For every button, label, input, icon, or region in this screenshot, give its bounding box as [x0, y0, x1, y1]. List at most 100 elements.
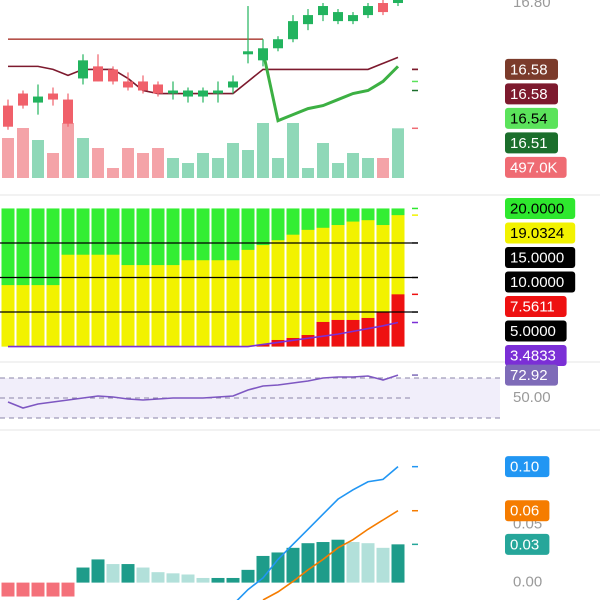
y-tick-label: 16.80: [513, 0, 551, 11]
histogram-bar: [166, 573, 180, 583]
candle-body: [123, 81, 133, 88]
panel: [0, 208, 412, 348]
volume-bar: [182, 163, 194, 178]
volume-bar: [92, 148, 104, 178]
value-badge: [505, 364, 558, 386]
level-bar: [361, 220, 375, 347]
histogram-bar: [181, 574, 195, 583]
histogram-bar: [226, 577, 240, 583]
candle-body: [333, 12, 343, 22]
level-bar: [106, 254, 120, 347]
value-badge: [505, 222, 576, 244]
histogram-bar: [241, 569, 255, 583]
level-bar: [301, 229, 315, 347]
volume-bar: [257, 123, 269, 178]
candle-body: [363, 6, 373, 16]
volume-bar: [62, 123, 74, 178]
candle-body: [168, 90, 178, 94]
value-badge: [505, 197, 576, 219]
level-bar: [91, 254, 105, 347]
volume-bar: [122, 148, 134, 178]
candle-body: [138, 81, 148, 91]
histogram-bar: [271, 552, 285, 583]
volume-bar: [362, 158, 374, 178]
level-bar: [151, 265, 165, 347]
value-badge-label: 16.54: [510, 110, 548, 127]
histogram-bar: [61, 582, 75, 597]
panel-axis: 16.80 16.58 16.58 16.54 16.51 497.0K: [412, 0, 567, 178]
y-tick-label: 50.00: [513, 389, 551, 406]
value-badge: [505, 58, 558, 80]
volume-bar: [392, 128, 404, 178]
value-badge: [505, 246, 576, 268]
histogram-bar: [151, 572, 165, 583]
value-badge-label: 0.10: [510, 459, 539, 476]
level-bar: [61, 254, 75, 347]
histogram-bar: [346, 542, 360, 583]
volume-bar: [107, 168, 119, 178]
indicator-line: [262, 510, 399, 600]
candle-body: [48, 93, 58, 100]
histogram-bar: [196, 577, 210, 583]
volume-bar: [152, 148, 164, 178]
volume-bar: [77, 138, 89, 178]
candle-body: [198, 90, 208, 97]
histogram-bar: [91, 559, 105, 583]
volume-bar: [377, 158, 389, 178]
candle-body: [348, 15, 358, 22]
y-tick-label: 0.00: [513, 574, 542, 591]
candle-body: [273, 39, 283, 49]
level-bar: [16, 285, 30, 347]
level-bar: [136, 265, 150, 347]
value-badge: [505, 132, 558, 154]
level-bar: [346, 221, 360, 347]
value-badge-label: 7.5611: [510, 298, 555, 315]
candle-body: [303, 15, 313, 25]
level-bar: [166, 265, 180, 347]
level-bar: [331, 319, 345, 347]
candle-body: [3, 105, 13, 127]
level-bar: [196, 260, 210, 347]
value-badge-label: 16.58: [510, 61, 548, 78]
level-bar: [121, 265, 135, 347]
panel: [2, 0, 404, 178]
candle-body: [183, 90, 193, 97]
candle-body: [243, 51, 253, 55]
indicator-line: [236, 466, 399, 600]
level-bar: [1, 285, 15, 347]
panel-axis: 20.0000 19.0324 15.0000 10.0000 7.5611 5.0000…: [412, 197, 576, 366]
volume-bar: [347, 153, 359, 178]
value-badge-label: 15.0000: [510, 249, 564, 266]
histogram-bar: [76, 567, 90, 583]
candle-body: [378, 3, 388, 13]
histogram-bar: [106, 564, 120, 583]
candle-body: [393, 0, 403, 4]
panel-axis: 0.050.000.100.060.03: [412, 456, 550, 591]
value-badge-label: 20.0000: [510, 200, 564, 217]
candle-body: [78, 60, 88, 79]
level-bar: [316, 321, 330, 347]
level-bar: [271, 240, 285, 347]
histogram-bar: [256, 555, 270, 583]
candle-body: [63, 99, 73, 124]
value-badge-label: 19.0324: [510, 225, 564, 242]
histogram-bar: [361, 543, 375, 583]
level-bar: [256, 344, 270, 347]
candle-body: [213, 90, 223, 94]
level-bar: [331, 225, 345, 347]
indicator-line: [8, 321, 399, 348]
level-bar: [346, 319, 360, 347]
level-bar: [226, 260, 240, 347]
value-badge: [505, 533, 550, 555]
panel-axis: 50.00 72.92: [412, 364, 558, 406]
candle-body: [33, 96, 43, 103]
value-badge-label: 16.51: [510, 135, 548, 152]
candle-body: [288, 21, 298, 40]
value-badge-label: 72.92: [510, 367, 548, 384]
volume-bar: [302, 168, 314, 178]
value-badge: [505, 156, 567, 178]
level-bar: [316, 227, 330, 347]
volume-bar: [167, 158, 179, 178]
level-bar: [391, 294, 405, 347]
